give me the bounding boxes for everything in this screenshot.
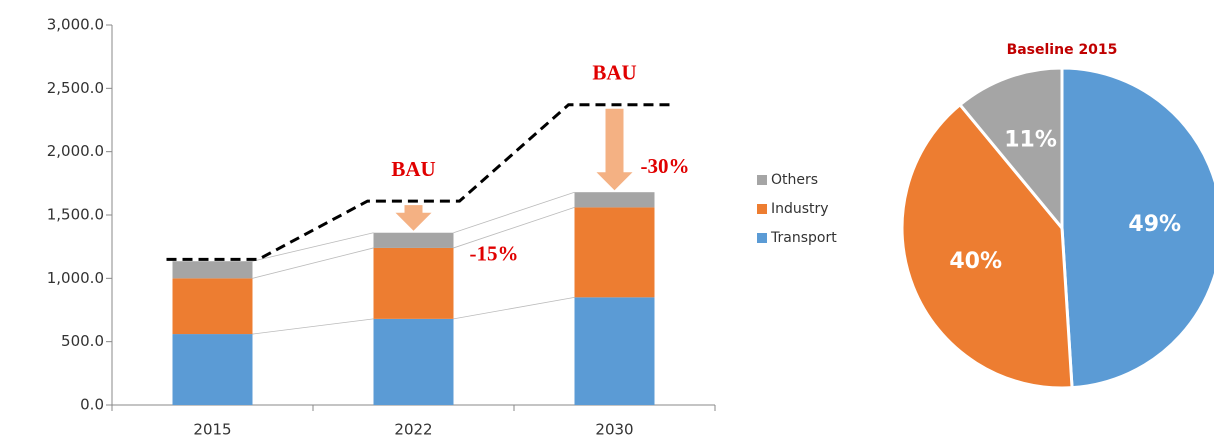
bar-segment (373, 247, 454, 319)
y-tick-label: 2,000.0 (47, 142, 104, 160)
pie-slice (957, 66, 1064, 233)
pie-slice (900, 102, 1074, 390)
annotation: BAU (391, 157, 435, 181)
x-tick-label: 2015 (193, 421, 231, 439)
y-tick-label: 1,500.0 (47, 206, 104, 224)
pie-label: 49% (1128, 212, 1181, 237)
bar-segment (574, 297, 655, 405)
bar-segment (172, 278, 253, 335)
x-tick-label: 2030 (595, 421, 633, 439)
legend-swatch (757, 204, 767, 214)
connector-line (453, 296, 575, 320)
arrow (395, 205, 432, 231)
bar-segment (373, 318, 454, 405)
pie-title: Baseline 2015 (1007, 42, 1118, 58)
annotation: BAU (592, 61, 636, 85)
pie-slice (1060, 66, 1214, 390)
y-tick-label: 1,000.0 (47, 269, 104, 287)
annotation: -30% (641, 154, 690, 178)
connector-line (252, 318, 374, 335)
bar-segment (172, 334, 253, 405)
bar-segment (172, 261, 253, 279)
legend-label: Others (771, 172, 818, 188)
x-tick-label: 2022 (394, 421, 432, 439)
y-tick-label: 2,500.0 (47, 79, 104, 97)
legend-label: Industry (771, 201, 829, 217)
line-series (166, 103, 675, 261)
legend-swatch (757, 175, 767, 185)
legend-swatch (757, 233, 767, 243)
annotation: -15% (470, 242, 519, 266)
y-tick-label: 3,000.0 (47, 16, 104, 34)
y-tick-label: 0.0 (80, 396, 104, 414)
legend-label: Transport (770, 230, 837, 246)
connector-line (453, 207, 575, 249)
connector-line (252, 247, 374, 279)
bar-segment (574, 192, 655, 208)
arrow (596, 108, 633, 191)
connector-line (252, 232, 374, 262)
bar-segment (574, 207, 655, 298)
pie-label: 11% (1004, 128, 1057, 153)
bar-segment (373, 232, 454, 248)
y-tick-label: 500.0 (61, 332, 104, 350)
pie-label: 40% (949, 249, 1002, 274)
connector-line (453, 191, 575, 234)
